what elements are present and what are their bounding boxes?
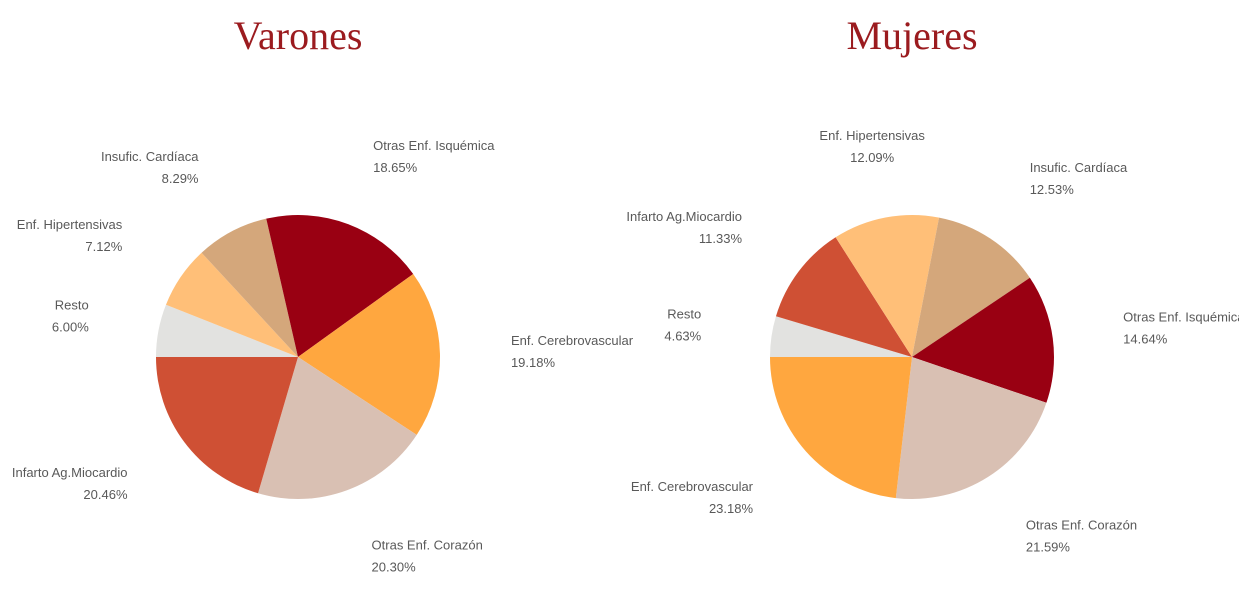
pie-slice [156,304,298,357]
pie-slice [266,214,414,357]
slice-value-label: 12.53% [1030,182,1075,197]
pie-slice [298,273,440,435]
pie-slice [912,217,1030,357]
slice-value-label: 8.29% [162,171,199,186]
slice-value-label: 6.00% [52,320,89,335]
slice-label: Enf. Hipertensivas [17,217,123,232]
slice-value-label: 14.64% [1123,331,1168,346]
pie-slice [770,316,912,357]
pie-slice [770,357,912,499]
chart-title: Mujeres [846,13,977,58]
slice-label: Insufic. Cardíaca [1030,160,1128,175]
slice-label: Infarto Ag.Miocardio [626,209,742,224]
slice-label: Otras Enf. Isquémica [1123,309,1239,324]
slice-label: Infarto Ag.Miocardio [12,465,128,480]
slice-label: Enf. Cerebrovascular [631,479,754,494]
pie-slice [156,357,298,494]
slice-label: Resto [55,298,89,313]
slice-label: Enf. Cerebrovascular [511,333,634,348]
slice-value-label: 7.12% [85,239,122,254]
pie-slice [835,214,940,357]
pie-slice [912,277,1054,403]
pie-slice [895,357,1047,499]
slice-value-label: 20.46% [83,487,128,502]
slice-label: Otras Enf. Corazón [1026,517,1137,532]
slice-label: Insufic. Cardíaca [101,149,199,164]
slice-value-label: 12.09% [850,150,895,165]
slice-value-label: 23.18% [709,501,754,516]
slice-label: Otras Enf. Isquémica [373,138,495,153]
pie-slice [775,237,912,357]
slice-label: Enf. Hipertensivas [819,128,925,143]
slice-value-label: 20.30% [372,559,417,574]
slice-label: Resto [667,307,701,322]
slice-value-label: 19.18% [511,355,556,370]
pie-slice [258,357,417,499]
slice-value-label: 4.63% [664,329,701,344]
slice-value-label: 11.33% [699,231,743,246]
slice-value-label: 21.59% [1026,539,1071,554]
slice-label: Otras Enf. Corazón [372,537,483,552]
slice-value-label: 18.65% [373,160,418,175]
pie-slice [201,218,298,357]
chart-title: Varones [234,13,363,58]
pie-slice [165,252,298,357]
